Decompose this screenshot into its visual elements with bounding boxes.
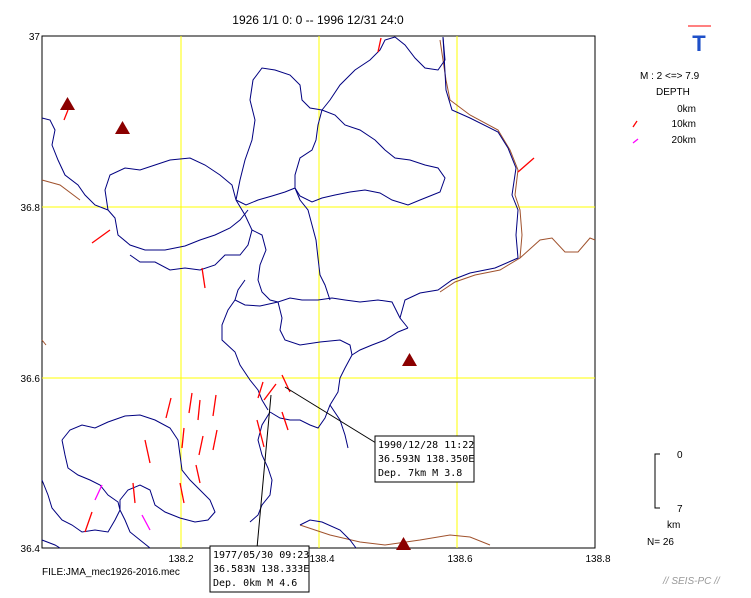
- callout-leader: [284, 386, 377, 444]
- volcano-icon: [396, 537, 411, 550]
- callout-datetime: 1977/05/30 09:23: [213, 550, 309, 561]
- event-callout[interactable]: 1977/05/30 09:23 36.583N 138.333E Dep. 0…: [209, 545, 310, 593]
- depth-item-label: 0km: [677, 104, 696, 115]
- mechanism-mark: [212, 394, 217, 417]
- callout-box: [374, 435, 475, 483]
- mechanism-mark: [198, 435, 204, 456]
- mechanism-mark: [181, 427, 185, 449]
- mechanism-mark: [84, 511, 93, 533]
- mechanism-mark: [263, 383, 277, 401]
- x-tick-label: 138.8: [585, 554, 610, 565]
- y-tick-label: 36.6: [21, 374, 41, 385]
- legend: T M : 2 <=> 7.9 DEPTH 0km 10km 20km: [632, 25, 711, 146]
- volcano-icon: [115, 121, 130, 134]
- mechanism-mark: [63, 109, 69, 121]
- mechanism-mark: [179, 482, 185, 504]
- y-tick-label: 36.8: [21, 203, 41, 214]
- callout-depth-mag: Dep. 7km M 3.8: [378, 468, 462, 479]
- mechanism-mark: [141, 514, 151, 531]
- mechanism-mark: [517, 157, 535, 173]
- file-label: FILE:JMA_mec1926-2016.mec: [42, 567, 180, 578]
- depth-item-label: 20km: [672, 135, 696, 146]
- depth-scale-bottom: 7: [677, 504, 683, 515]
- callout-box: [209, 545, 310, 593]
- x-tick-label: 138.4: [309, 554, 334, 565]
- mechanism-mark: [257, 381, 264, 399]
- map-title: 1926 1/1 0: 0 -- 1996 12/31 24:0: [232, 13, 404, 27]
- callout-location: 36.593N 138.350E: [378, 454, 474, 465]
- callout-depth-mag: Dep. 0km M 4.6: [213, 578, 297, 589]
- volcano-icon: [60, 97, 75, 110]
- mechanism-mark: [256, 419, 265, 448]
- volcanoes: [60, 97, 417, 550]
- mechanism-marks: [63, 37, 535, 533]
- callout-datetime: 1990/12/28 11:22: [378, 440, 474, 451]
- depth-scale-unit: km: [667, 520, 680, 531]
- mechanism-mark: [212, 429, 218, 451]
- callout-location: 36.583N 138.333E: [213, 564, 309, 575]
- event-count: N= 26: [647, 537, 674, 548]
- mechanism-mark: [195, 464, 201, 484]
- depth-scale: 0 7 km: [654, 450, 683, 531]
- mode-symbol: T: [692, 31, 706, 56]
- mechanism-mark: [165, 397, 172, 419]
- seis-pc-watermark: // SEIS-PC //: [662, 576, 721, 587]
- mechanism-mark: [91, 229, 111, 244]
- y-tick-label: 37: [29, 32, 41, 43]
- depth-title: DEPTH: [656, 87, 690, 98]
- depth-item-swatch: [632, 120, 638, 128]
- magnitude-range: M : 2 <=> 7.9: [640, 71, 700, 82]
- y-tick-label: 36.4: [21, 544, 41, 555]
- mechanism-mark: [188, 392, 193, 414]
- mechanism-mark: [132, 482, 136, 504]
- callout-leader: [256, 394, 272, 549]
- callout-leaders: [256, 386, 377, 549]
- depth-item-label: 10km: [672, 119, 696, 130]
- depth-item-swatch: [632, 138, 639, 144]
- x-axis-ticks: 138.2 138.4 138.6 138.8: [168, 554, 610, 565]
- mechanism-mark: [201, 267, 206, 289]
- x-tick-label: 138.6: [447, 554, 472, 565]
- mechanism-mark: [144, 439, 151, 464]
- depth-scale-top: 0: [677, 450, 683, 461]
- mechanism-mark: [281, 411, 289, 431]
- volcano-icon: [402, 353, 417, 366]
- boundaries: [41, 36, 519, 549]
- event-callout[interactable]: 1990/12/28 11:22 36.593N 138.350E Dep. 7…: [374, 435, 475, 483]
- mechanism-mark: [197, 399, 201, 421]
- depth-scale-bracket: [654, 453, 660, 509]
- mechanism-mark: [94, 484, 103, 501]
- x-tick-label: 138.2: [168, 554, 193, 565]
- mechanism-mark: [377, 37, 382, 53]
- y-axis-ticks: 37 36.8 36.6 36.4: [21, 32, 41, 555]
